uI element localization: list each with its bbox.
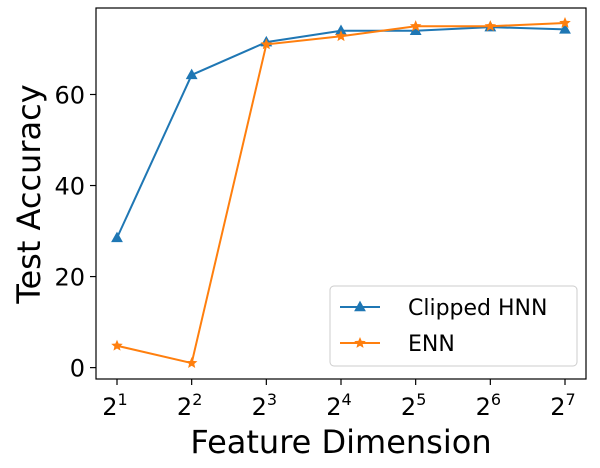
point-clipped-hnn-1 — [111, 231, 123, 243]
legend-marker-enn — [354, 336, 366, 348]
point-enn-3 — [260, 38, 273, 50]
legend-marker-clipped-hnn — [354, 300, 366, 312]
x-tick-label-4: 24 — [326, 390, 351, 421]
point-enn-5 — [409, 20, 422, 32]
y-axis-title: Test Accuracy — [10, 84, 48, 304]
x-tick-label-1: 21 — [102, 390, 127, 421]
point-enn-1 — [111, 339, 123, 351]
series-line-clipped-hnn — [116, 26, 566, 239]
y-tick-label-40: 40 — [54, 173, 85, 201]
x-tick-label-2: 22 — [177, 390, 202, 421]
x-axis-title: Feature Dimension — [190, 423, 491, 461]
series-layer — [111, 16, 571, 368]
y-tick-label-60: 60 — [54, 81, 85, 109]
point-enn-7 — [559, 16, 571, 28]
legend-symbol-enn — [354, 336, 366, 348]
x-tick-label-6: 26 — [476, 390, 501, 421]
legend-label-clipped-hnn: Clipped HNN — [408, 296, 547, 321]
legend-label-enn: ENN — [408, 332, 455, 357]
point-enn-6 — [484, 20, 497, 32]
legend-box — [329, 285, 578, 367]
point-clipped-hnn-7 — [559, 23, 571, 34]
x-tick-label-3: 23 — [252, 390, 277, 421]
ticks-layer: 0 20 40 60 21 22 23 24 25 26 27 — [54, 81, 575, 421]
legend-symbol-clipped-hnn — [354, 300, 366, 312]
point-enn-4 — [335, 30, 347, 42]
point-enn-2 — [185, 357, 198, 368]
y-tick-label-20: 20 — [54, 264, 85, 292]
legend: Clipped HNN ENN — [329, 285, 578, 367]
point-clipped-hnn-2 — [185, 68, 198, 80]
y-tick-label-0: 0 — [70, 355, 85, 383]
x-tick-label-5: 25 — [401, 390, 426, 421]
x-tick-label-7: 27 — [550, 390, 575, 421]
